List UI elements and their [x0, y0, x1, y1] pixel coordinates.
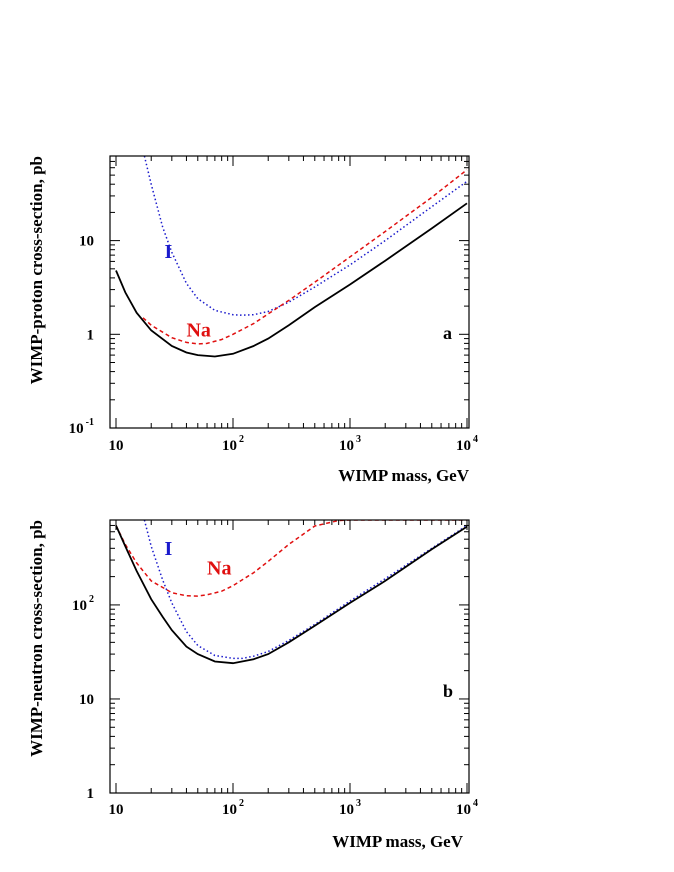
panel-a-y-tick-labels: 10 -1 1 10 — [69, 234, 94, 437]
panel-a-series-group — [115, 156, 468, 358]
panel-a-series-labels: I Na — [165, 241, 211, 341]
panel-a: 10 10 2 10 3 10 4 10 -1 1 10 I Na a WIMP mass, GeV… — [27, 155, 479, 485]
panel-b-series-combined-line — [115, 525, 468, 665]
x-tick-label: 10 — [109, 802, 124, 818]
x-tick-label: 10 4 — [456, 798, 478, 818]
panel-a-x-tick-labels: 10 10 2 10 3 10 4 — [109, 434, 479, 454]
panel-a-ticks — [110, 155, 469, 429]
x-tick-label: 10 — [109, 438, 124, 454]
x-tick-label: 10 4 — [456, 434, 478, 454]
x-tick-label: 10 3 — [339, 434, 361, 454]
panel-b-y-axis-label: WIMP-neutron cross-section, pb — [27, 520, 46, 757]
panel-b-y-tick-labels: 1 10 10 2 — [72, 594, 94, 802]
panel-a-series-label-i: I — [165, 241, 173, 263]
panel-b-x-axis-label: WIMP mass, GeV — [332, 832, 464, 851]
panel-b-series-label-na: Na — [207, 558, 231, 580]
panel-b-x-tick-labels: 10 10 2 10 3 10 4 — [109, 798, 479, 818]
y-tick-label: 1 — [87, 786, 95, 802]
panel-a-label: a — [443, 323, 452, 343]
y-tick-label: 10 — [79, 692, 94, 708]
x-tick-label: 10 3 — [339, 798, 361, 818]
panel-b-series-i-line — [143, 520, 468, 660]
panel-b-frame — [109, 519, 470, 794]
panel-a-series-na-line — [142, 169, 468, 345]
panel-b-label: b — [443, 681, 453, 701]
panel-a-series-combined-line — [115, 202, 468, 358]
panel-a-series-label-na: Na — [186, 319, 210, 341]
panel-a-series-i-line — [143, 156, 468, 316]
panel-b-series-na-line — [115, 520, 467, 597]
y-tick-label: 10 -1 — [69, 417, 94, 437]
panel-b-series-group — [115, 520, 468, 665]
y-tick-label: 1 — [87, 327, 95, 343]
panel-a-y-axis-label: WIMP-proton cross-section, pb — [27, 156, 46, 384]
y-tick-label: 10 — [79, 234, 94, 250]
panel-b-ticks — [110, 519, 469, 794]
x-tick-label: 10 2 — [222, 434, 244, 454]
panel-a-x-axis-label: WIMP mass, GeV — [338, 466, 470, 485]
x-tick-label: 10 2 — [222, 798, 244, 818]
panel-b-series-label-i: I — [165, 538, 173, 560]
y-tick-label: 10 2 — [72, 594, 94, 614]
panel-a-frame — [109, 155, 470, 429]
panel-b-series-labels: I Na — [165, 538, 232, 580]
